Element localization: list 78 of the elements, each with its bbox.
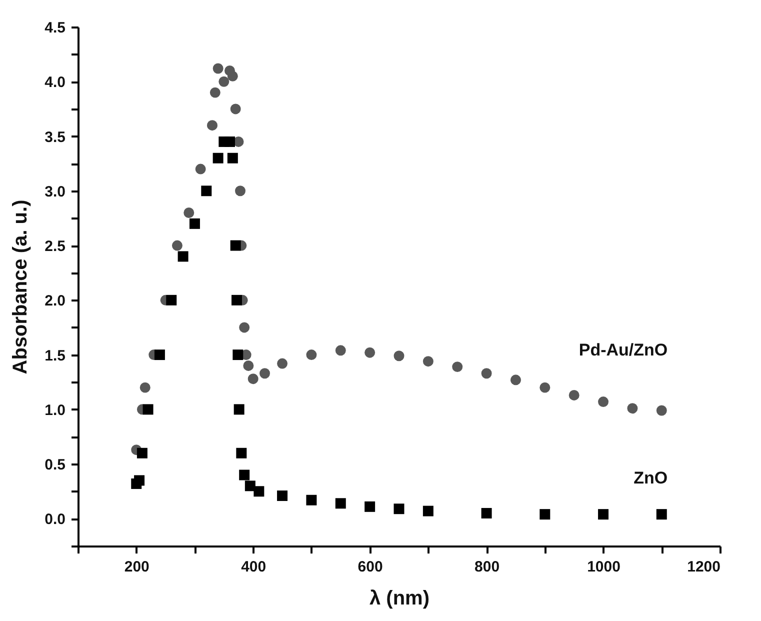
point — [452, 362, 463, 372]
y-tick-label: 3.5 — [44, 128, 66, 146]
point — [189, 218, 200, 229]
point — [277, 490, 288, 501]
point — [140, 382, 150, 393]
point — [335, 345, 346, 356]
point — [422, 356, 434, 367]
point — [244, 480, 256, 492]
point — [178, 251, 188, 262]
point — [260, 368, 270, 379]
y-axis-title: Absorbance (a. u.) — [10, 200, 32, 374]
point — [195, 164, 206, 174]
point — [230, 104, 241, 114]
point — [236, 448, 247, 458]
point — [212, 152, 224, 164]
point — [335, 498, 346, 509]
point — [540, 382, 550, 393]
x-tick-label: 800 — [474, 558, 500, 576]
point — [166, 294, 177, 306]
x-tick-label: 200 — [124, 558, 150, 576]
point — [243, 360, 254, 371]
point — [142, 404, 154, 415]
point — [568, 390, 580, 400]
point — [172, 240, 182, 251]
point — [184, 208, 194, 218]
point — [656, 405, 667, 416]
y-tick-label: 1.5 — [44, 347, 66, 364]
point — [212, 63, 224, 74]
point — [306, 350, 317, 360]
y-tick-label: 4.5 — [44, 20, 66, 36]
point — [239, 470, 250, 480]
point — [481, 508, 492, 518]
point — [306, 494, 317, 506]
x-axis-title: λ (nm) — [370, 588, 430, 610]
point — [422, 506, 434, 516]
point — [598, 396, 609, 408]
y-tick-label: 0.0 — [44, 511, 66, 528]
y-tick-label: 0.5 — [44, 456, 66, 474]
point — [277, 358, 288, 369]
point — [364, 347, 376, 358]
y-tick-label: 2.0 — [44, 292, 66, 310]
point — [394, 350, 404, 362]
point — [154, 350, 165, 360]
point — [239, 322, 250, 333]
x-tick-label: 1000 — [587, 558, 620, 576]
point — [364, 501, 376, 512]
point — [201, 186, 212, 196]
point — [210, 87, 220, 98]
x-tick-label: 600 — [358, 558, 383, 576]
point — [394, 504, 404, 514]
y-tick-label: 4.0 — [44, 74, 66, 92]
series-label: ZnO — [634, 468, 668, 488]
y-tick-label: 2.5 — [44, 238, 66, 256]
point — [218, 76, 230, 87]
point — [134, 475, 145, 486]
point — [232, 294, 242, 306]
x-tick-label: 1200 — [687, 558, 720, 576]
point — [656, 509, 667, 520]
x-tick-label: 400 — [241, 558, 266, 576]
point — [481, 368, 492, 379]
point — [254, 486, 264, 497]
point — [136, 448, 148, 458]
point — [224, 136, 235, 147]
y-tick-label: 1.0 — [44, 402, 66, 419]
point — [232, 350, 244, 360]
point — [227, 70, 238, 82]
y-tick-label: 3.0 — [44, 183, 66, 200]
point — [598, 509, 609, 520]
point — [510, 374, 521, 386]
point — [540, 509, 550, 520]
point — [627, 403, 638, 414]
point — [227, 152, 238, 164]
series-label: Pd-Au/ZnO — [578, 340, 668, 360]
point — [234, 404, 244, 415]
point — [230, 240, 241, 251]
point — [248, 374, 258, 384]
point — [206, 120, 218, 131]
point — [235, 186, 246, 196]
